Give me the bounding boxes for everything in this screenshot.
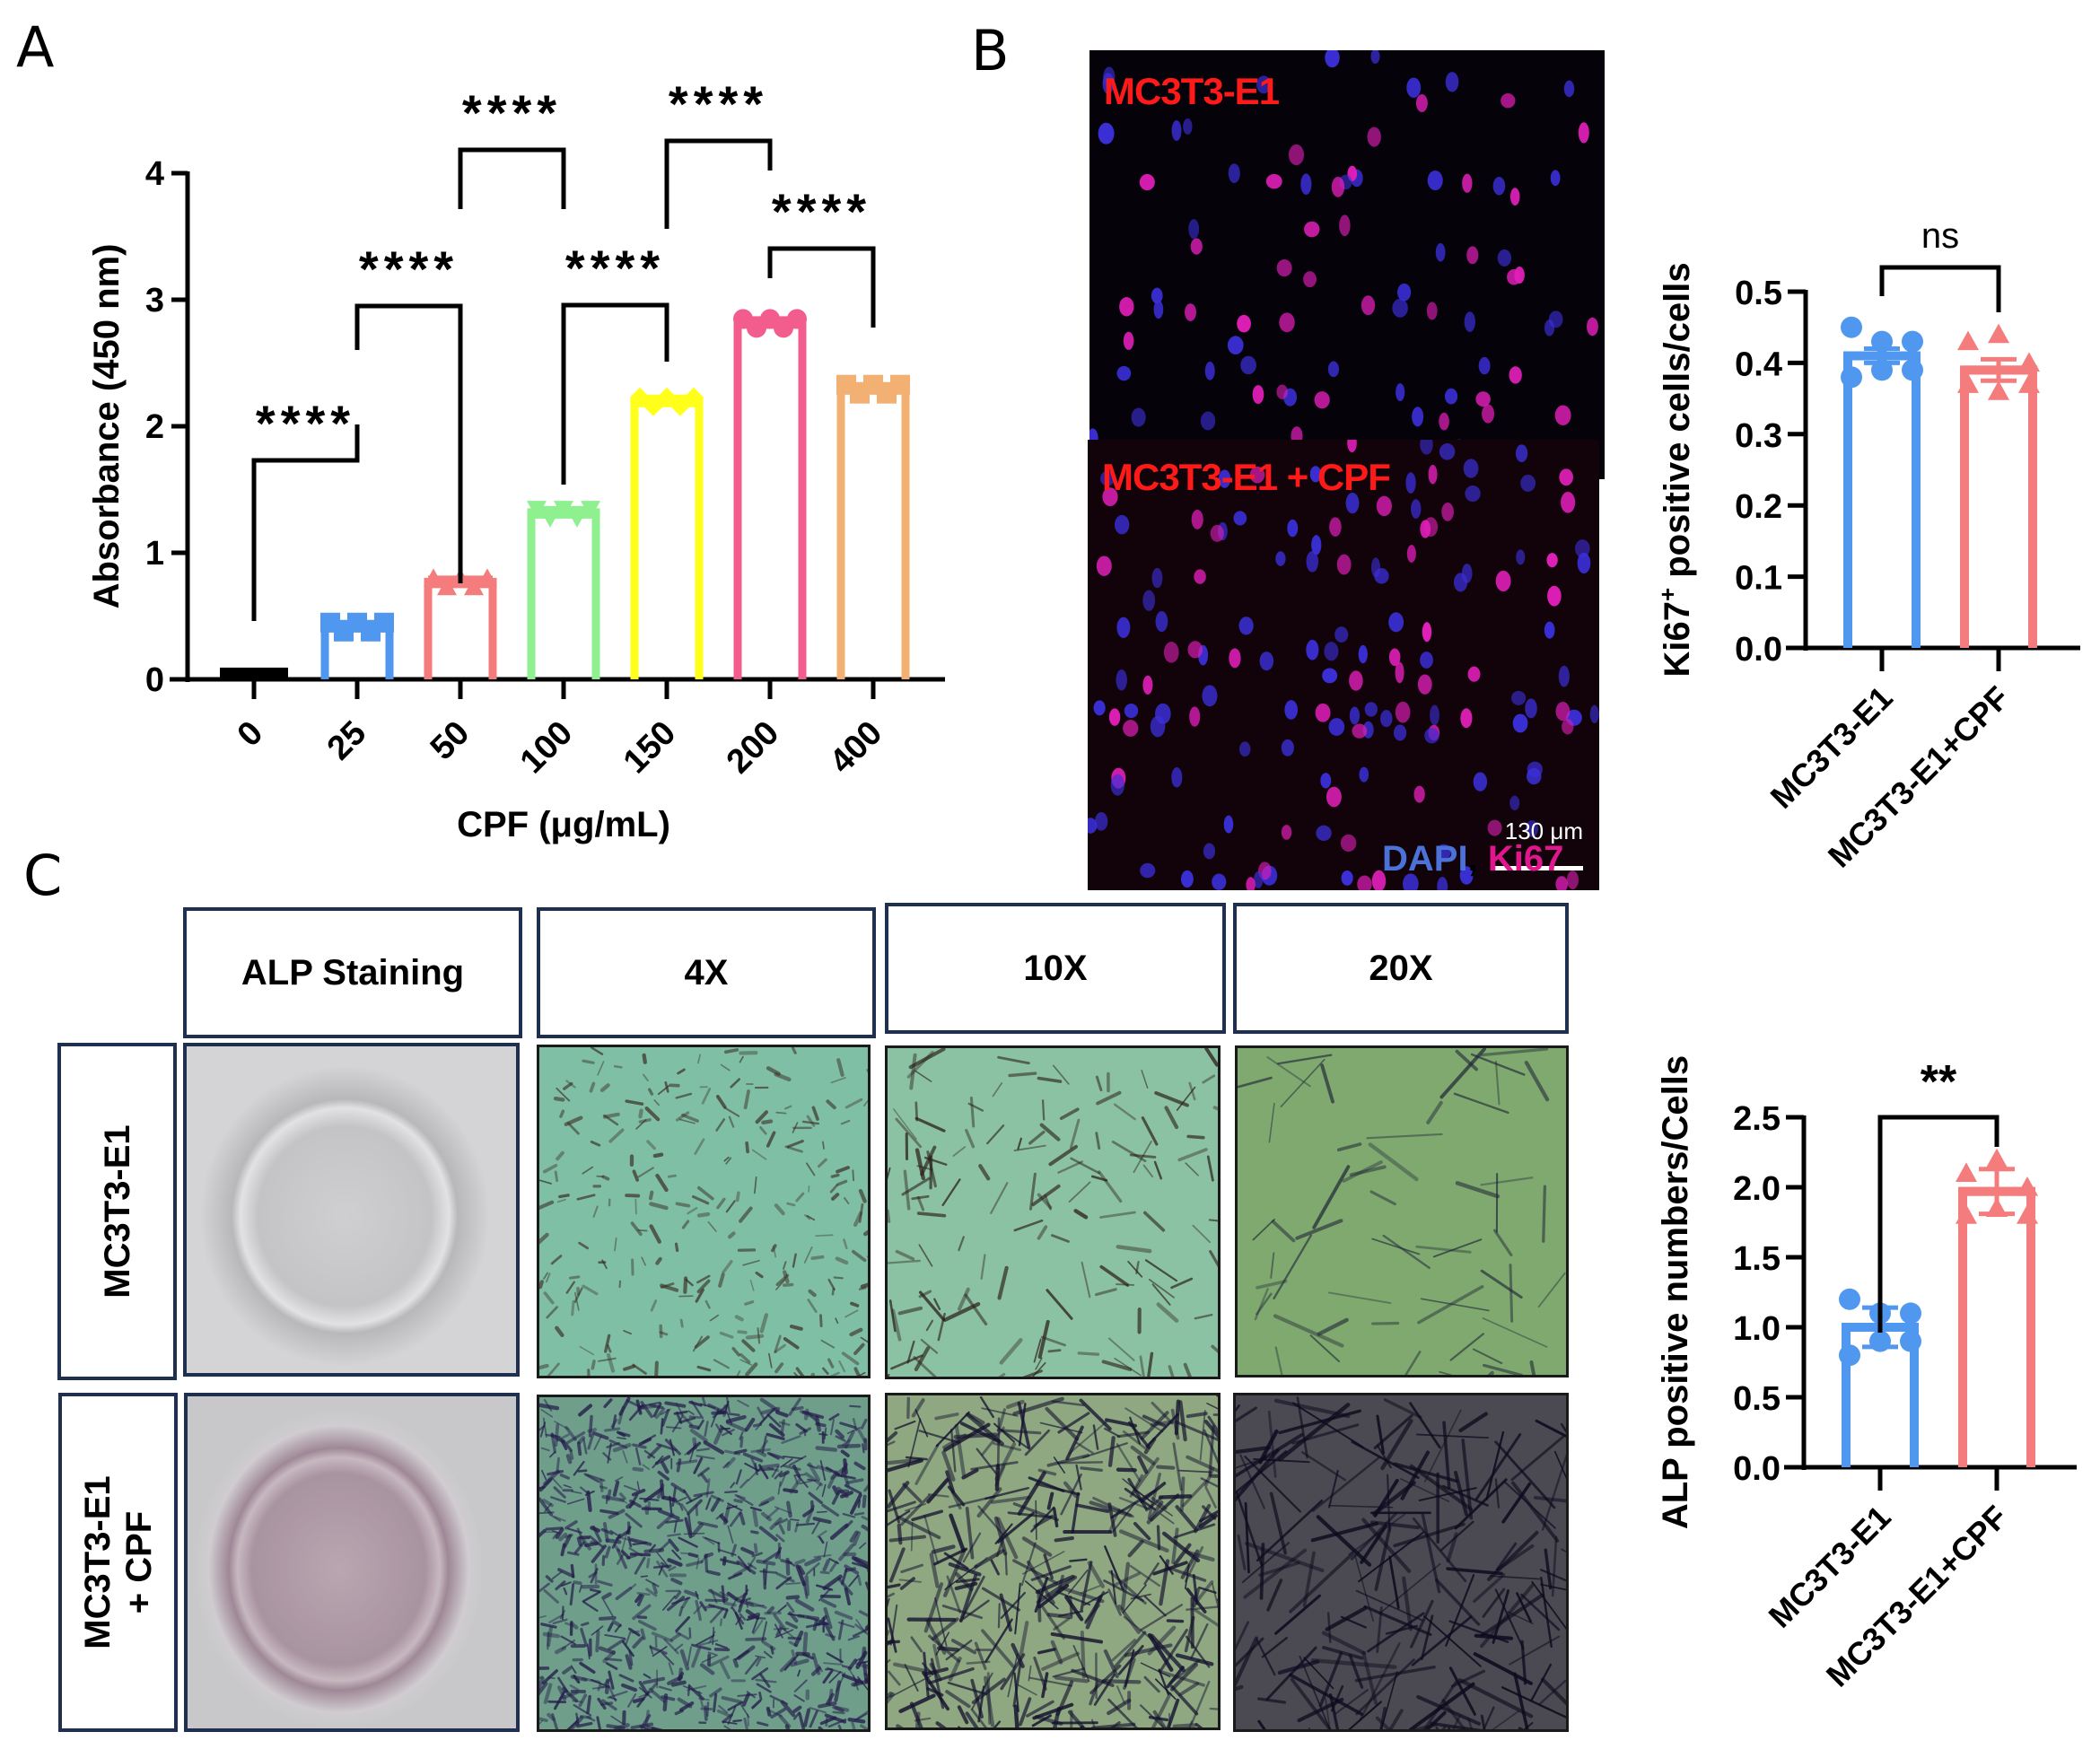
ki67-bar-chart: 0.00.10.20.30.40.5MC3T3-E1MC3T3-E1+CPFns…	[1654, 216, 2080, 875]
panel-label-c: C	[23, 843, 63, 908]
significance-label: ****	[462, 84, 562, 141]
x-tick-label: 100	[513, 714, 581, 782]
y-tick-label: 0.0	[1735, 631, 1782, 669]
y-tick-label: 0.4	[1735, 345, 1782, 383]
bar	[220, 667, 288, 679]
bar	[836, 384, 910, 679]
dapi-label: DAPI	[1382, 839, 1468, 879]
absorbance-bar-chart: 0 1 2 3 4 0 25 50 100 150 200 400 Absorbance (450 nm…	[87, 75, 945, 844]
significance-bracket	[354, 303, 463, 583]
y-tick-label: 0.5	[1735, 275, 1782, 312]
y-tick-label: 1.0	[1733, 1310, 1781, 1348]
column-header-4x: 4X	[537, 907, 876, 1038]
fluorescence-image-control: MC3T3-E1	[1089, 50, 1605, 479]
ki67-label: Ki67	[1487, 839, 1564, 879]
column-header-20x: 20X	[1233, 903, 1569, 1034]
bar	[1960, 365, 2037, 648]
y-tick-label: 0.0	[1733, 1450, 1781, 1488]
bar	[1958, 1186, 2035, 1467]
bar	[1843, 351, 1921, 648]
scale-bar-label: 130 μm	[1504, 818, 1583, 844]
x-tick-label: 400	[823, 714, 890, 782]
significance-label: ****	[565, 240, 665, 296]
bar	[733, 318, 807, 679]
y-tick-label: 1	[145, 535, 164, 573]
significance-label: **	[1921, 1056, 1957, 1108]
significance-bracket	[664, 138, 773, 229]
row-label-cpf: MC3T3-E1 + CPF	[58, 1393, 178, 1732]
significance-bracket	[767, 246, 876, 328]
row-label-text: MC3T3-E1	[97, 1124, 137, 1299]
y-tick-label: 0.1	[1735, 560, 1782, 598]
panel-label-a: A	[16, 14, 55, 80]
micrograph-20x-cpf	[1233, 1393, 1569, 1732]
row-label-control: MC3T3-E1	[57, 1043, 177, 1380]
significance-label: ****	[359, 241, 459, 297]
nuclei-field	[1089, 50, 1598, 479]
y-tick-label: 0.5	[1733, 1380, 1781, 1418]
x-tick-label: 200	[720, 714, 787, 782]
micrograph-10x-control	[885, 1045, 1221, 1379]
y-tick-label: 2	[145, 408, 164, 446]
bar	[527, 508, 600, 679]
significance-label: ****	[772, 183, 871, 240]
significance-bracket	[458, 147, 566, 209]
row-label-line2: + CPF	[118, 1510, 159, 1614]
y-axis-title: Ki67+ positive cells/cells	[1654, 262, 1697, 677]
y-tick-label: 3	[145, 282, 164, 319]
alp-bar-chart: 0.00.51.01.52.02.5MC3T3-E1MC3T3-E1+CPF**…	[1656, 1055, 2077, 1694]
stain-legend: DAPI, Ki67	[1382, 839, 1563, 879]
micrograph-20x-control	[1235, 1045, 1569, 1378]
micrograph-10x-cpf	[885, 1393, 1221, 1730]
alp-dish-control	[183, 1043, 520, 1377]
y-tick-label: 1.5	[1733, 1240, 1781, 1278]
image-label: MC3T3-E1 + CPF	[1102, 456, 1391, 498]
y-axis-title: ALP positive numbers/Cells	[1656, 1055, 1695, 1529]
bar	[424, 577, 497, 679]
column-header-alp-staining: ALP Staining	[183, 907, 522, 1038]
bar	[630, 397, 704, 679]
row-label-line1: MC3T3-E1	[77, 1475, 118, 1649]
significance-bracket	[251, 424, 360, 621]
panel-label-b: B	[971, 18, 1010, 83]
significance-label: ns	[1921, 216, 1959, 256]
x-tick-label: 150	[617, 714, 684, 782]
y-tick-label: 0.2	[1735, 488, 1782, 526]
row-label-text: MC3T3-E1 + CPF	[77, 1475, 160, 1649]
significance-bracket	[1877, 1115, 1999, 1333]
significance-label: ****	[256, 395, 355, 451]
x-tick-label: 50	[424, 714, 477, 768]
micrograph-4x-cpf	[537, 1395, 871, 1732]
micrograph-4x-control	[537, 1045, 871, 1378]
fluorescence-image-cpf: MC3T3-E1 + CPF 130 μm	[1088, 440, 1599, 890]
y-tick-label: 0	[145, 661, 164, 699]
y-tick-label: 2.5	[1733, 1100, 1781, 1138]
significance-bracket	[1879, 265, 2001, 312]
legend-separator: ,	[1467, 839, 1478, 879]
significance-bracket	[561, 302, 669, 485]
y-tick-label: 0.3	[1735, 417, 1782, 455]
column-header-10x: 10X	[885, 903, 1226, 1034]
x-tick-label: 25	[320, 714, 374, 768]
significance-label: ****	[669, 75, 768, 132]
alp-dish-cpf	[184, 1393, 520, 1732]
x-tick-label: 0	[231, 714, 271, 755]
y-tick-label: 4	[145, 155, 164, 193]
nuclei-field	[1088, 440, 1599, 890]
image-label: MC3T3-E1	[1104, 70, 1280, 112]
x-axis-title: CPF (μg/mL)	[457, 805, 670, 844]
scale-bar	[1493, 866, 1583, 870]
y-axis-title: Absorbance (450 nm)	[87, 244, 127, 609]
y-tick-label: 2.0	[1733, 1170, 1781, 1208]
